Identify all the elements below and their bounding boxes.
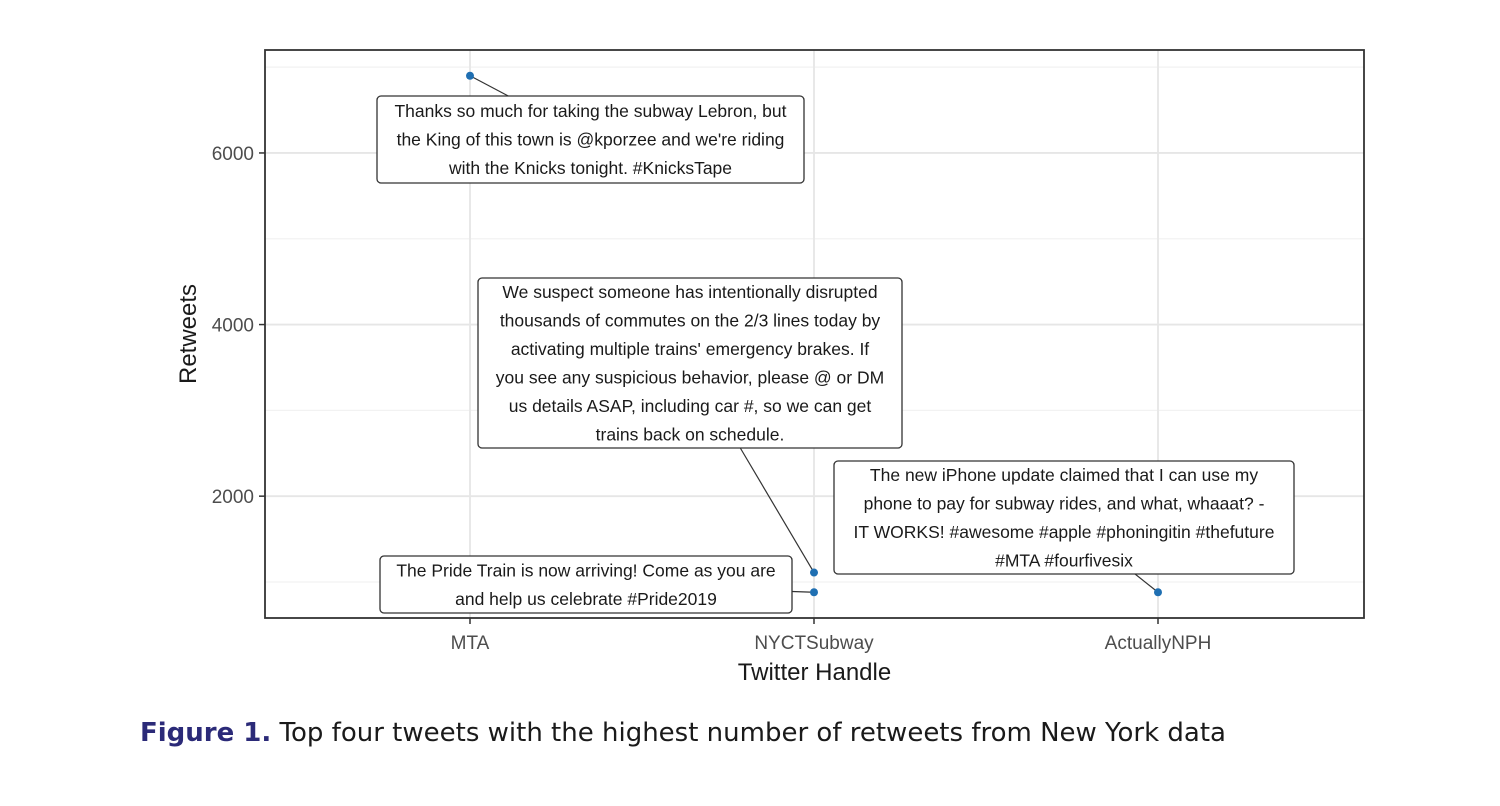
axis-ticks: 2000 4000 6000 MTA NYCTSubway ActuallyNPH bbox=[212, 144, 1212, 654]
annotation-leader-line bbox=[739, 447, 815, 573]
tweet-annotation-box bbox=[477, 277, 903, 449]
tweet-annotation-box bbox=[379, 555, 793, 614]
tweet-annotation-line: trains back on schedule. bbox=[596, 424, 785, 444]
y-tick-label: 4000 bbox=[212, 316, 254, 337]
x-axis-title: Twitter Handle bbox=[738, 659, 891, 686]
x-tick-label: NYCTSubway bbox=[754, 633, 874, 654]
data-point bbox=[810, 568, 818, 577]
tweet-annotation-box bbox=[376, 95, 805, 184]
tweet-annotation-line: and help us celebrate #Pride2019 bbox=[455, 589, 717, 609]
tweet-annotation-line: The Pride Train is now arriving! Come as… bbox=[396, 560, 775, 580]
y-axis-title: Retweets bbox=[175, 284, 202, 384]
data-points bbox=[466, 71, 1162, 597]
tweet-annotation-line: thousands of commutes on the 2/3 lines t… bbox=[500, 310, 881, 330]
annotation-leaders bbox=[469, 75, 1159, 593]
figure-label: Figure 1. bbox=[140, 718, 272, 748]
x-tick-label: ActuallyNPH bbox=[1105, 633, 1212, 654]
caption-text: Top four tweets with the highest number … bbox=[271, 718, 1226, 748]
y-tick-label: 2000 bbox=[212, 487, 254, 508]
tweet-annotation-box bbox=[833, 460, 1295, 575]
data-point bbox=[810, 588, 818, 597]
tweet-annotation-line: activating multiple trains' emergency br… bbox=[511, 339, 869, 359]
annotation-labels: Thanks so much for taking the subway Leb… bbox=[376, 95, 1295, 614]
tweet-annotation-line: Thanks so much for taking the subway Leb… bbox=[394, 101, 786, 121]
annotation-leader-line bbox=[1134, 573, 1159, 593]
tweet-annotation-line: IT WORKS! #awesome #apple #phoningitin #… bbox=[854, 522, 1275, 542]
tweet-annotation-line: The new iPhone update claimed that I can… bbox=[870, 465, 1258, 485]
tweet-annotation-line: with the Knicks tonight. #KnicksTape bbox=[448, 158, 732, 178]
tweet-annotation-line: We suspect someone has intentionally dis… bbox=[502, 282, 877, 302]
plot-panel-border bbox=[264, 49, 1365, 619]
annotation-leader-line bbox=[469, 75, 509, 97]
tweet-annotation-line: phone to pay for subway rides, and what,… bbox=[864, 493, 1265, 513]
tweet-annotation-line: the King of this town is @kporzee and we… bbox=[397, 130, 785, 150]
y-tick-label: 6000 bbox=[212, 144, 254, 165]
figure-caption: Figure 1. Top four tweets with the highe… bbox=[140, 718, 1226, 748]
tweet-annotation-line: us details ASAP, including car #, so we … bbox=[509, 396, 872, 416]
tweet-annotation-line: you see any suspicious behavior, please … bbox=[496, 367, 884, 387]
data-point bbox=[466, 71, 474, 80]
x-tick-label: MTA bbox=[451, 633, 490, 654]
data-point bbox=[1154, 588, 1162, 597]
tweet-annotation-line: #MTA #fourfivesix bbox=[995, 550, 1133, 570]
